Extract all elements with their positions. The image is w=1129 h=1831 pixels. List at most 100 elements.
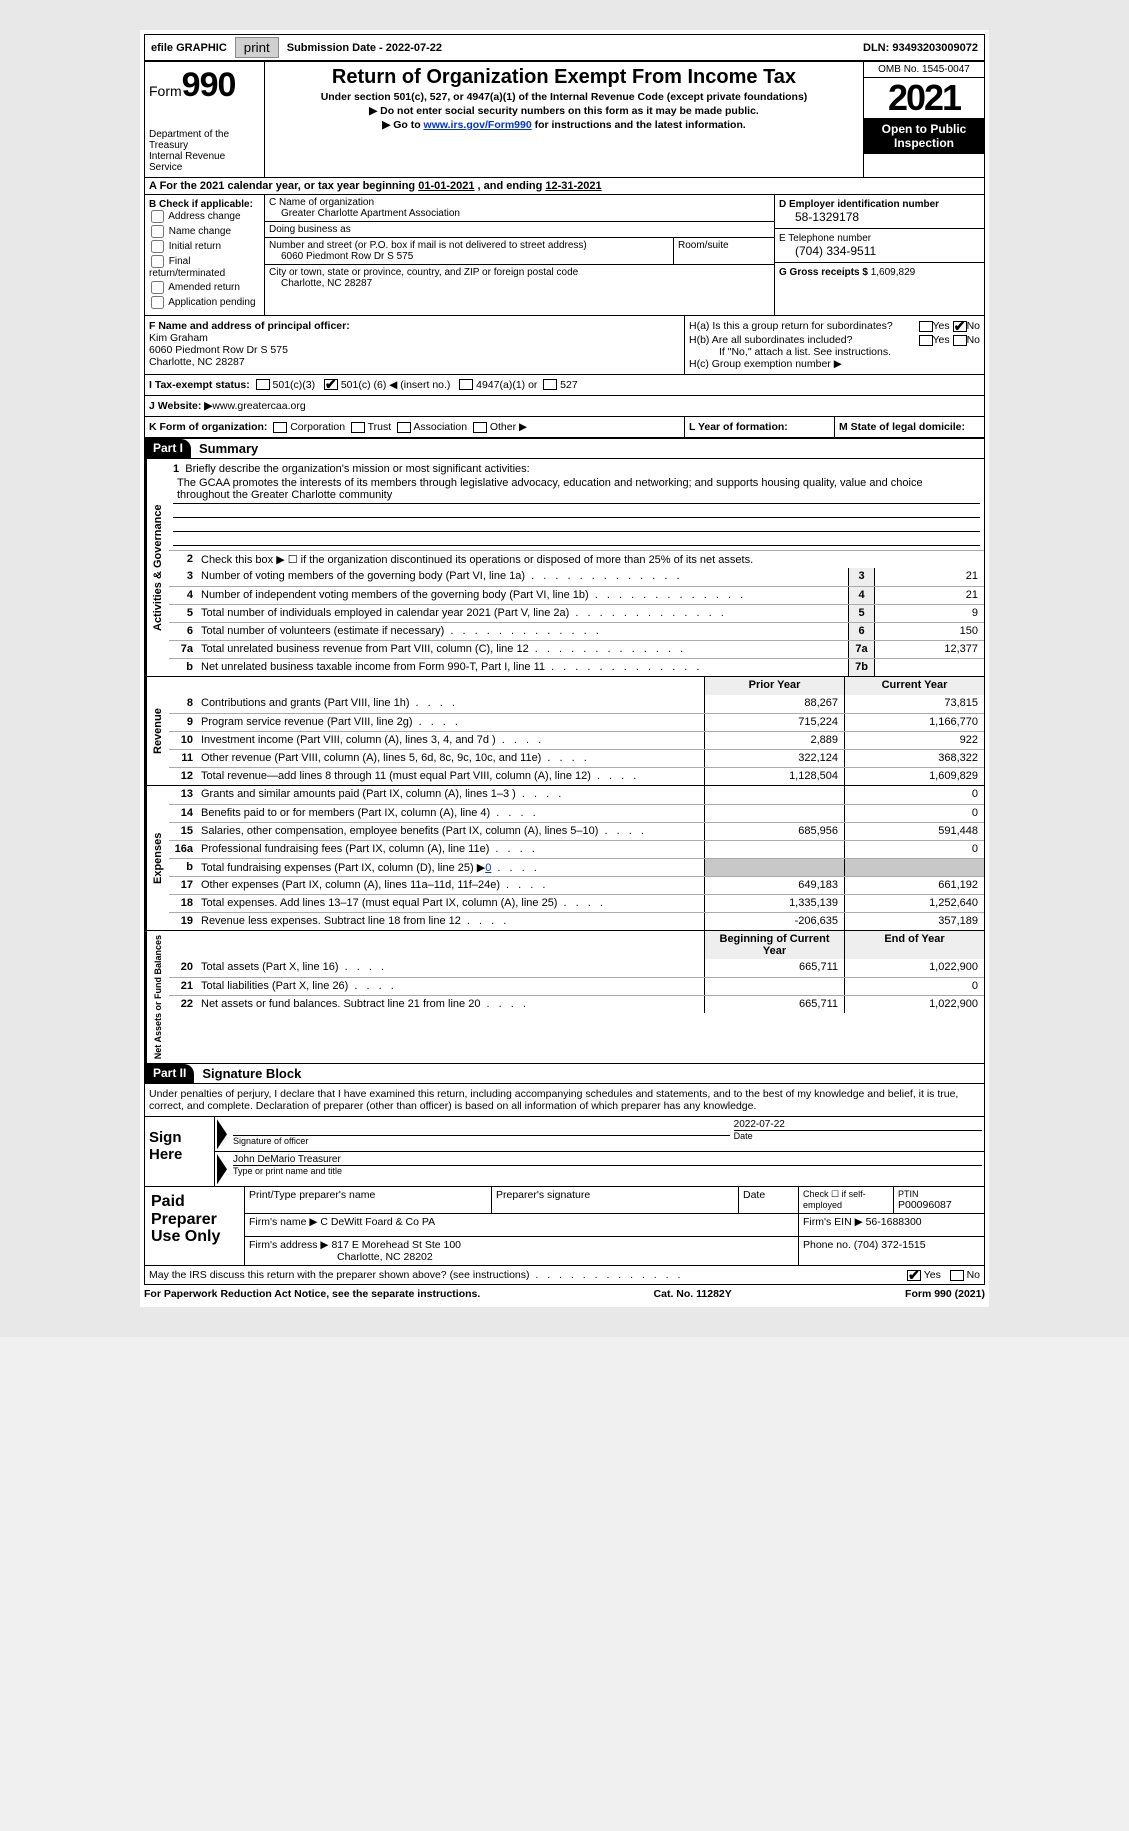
summary-line: 4 Number of independent voting members o… <box>169 586 984 604</box>
current-year: 0 <box>844 978 984 995</box>
sig-officer-cell: Signature of officer <box>231 1117 732 1151</box>
subtitle-3: ▶ Go to www.irs.gov/Form990 for instruct… <box>269 119 859 131</box>
sig-officer-label: Signature of officer <box>233 1135 730 1146</box>
firm-phone-lbl: Phone no. <box>803 1239 854 1251</box>
ln2-text: Check this box ▶ ☐ if the organization d… <box>197 551 984 568</box>
line-text: Number of voting members of the governin… <box>197 568 848 586</box>
summary-line: b Net unrelated business taxable income … <box>169 658 984 676</box>
chk-initial-return[interactable]: Initial return <box>149 240 260 253</box>
chk-501c[interactable] <box>324 379 338 390</box>
prior-year: 1,335,139 <box>704 895 844 912</box>
prior-year: 2,889 <box>704 732 844 749</box>
dln: DLN: 93493203009072 <box>863 42 984 54</box>
prior-year <box>704 805 844 822</box>
summary-line: 6 Total number of volunteers (estimate i… <box>169 622 984 640</box>
street-row: Number and street (or P.O. box if mail i… <box>265 238 774 265</box>
chk-other[interactable] <box>473 422 487 433</box>
i-label: I Tax-exempt status: <box>149 379 250 391</box>
sig-intro: Under penalties of perjury, I declare th… <box>144 1084 985 1117</box>
opt-init: Initial return <box>169 241 221 252</box>
chk-trust[interactable] <box>351 422 365 433</box>
revenue-body: Prior Year Current Year 8 Contributions … <box>169 677 984 785</box>
prep-body: Print/Type preparer's name Preparer's si… <box>245 1187 984 1265</box>
line-num: 22 <box>169 996 197 1013</box>
irs-link[interactable]: www.irs.gov/Form990 <box>424 119 532 131</box>
chk-4947[interactable] <box>459 379 473 390</box>
phone-val: (704) 334-9511 <box>779 244 980 258</box>
discuss-yes-chk[interactable] <box>907 1270 921 1281</box>
chk-501c3[interactable] <box>256 379 270 390</box>
data-line: 8 Contributions and grants (Part VIII, l… <box>169 695 984 713</box>
gross-cell: G Gross receipts $ 1,609,829 <box>775 263 984 282</box>
ha-no-chk[interactable] <box>953 321 967 332</box>
form-word: Form <box>149 83 182 99</box>
chk-corp[interactable] <box>273 422 287 433</box>
data-line: 16a Professional fundraising fees (Part … <box>169 840 984 858</box>
prep-ptin: PTIN P00096087 <box>894 1187 984 1213</box>
cal-begin: 01-01-2021 <box>418 180 474 192</box>
print-button[interactable]: print <box>235 37 279 58</box>
current-year: 1,022,900 <box>844 959 984 977</box>
phone-cell: E Telephone number (704) 334-9511 <box>775 229 984 263</box>
line-num: 13 <box>169 786 197 804</box>
line-text: Revenue less expenses. Subtract line 18 … <box>197 913 704 930</box>
current-year: 922 <box>844 732 984 749</box>
state-domicile: M State of legal domicile: <box>834 417 984 437</box>
line-val: 12,377 <box>874 641 984 658</box>
sig-name-val: John DeMario Treasurer <box>233 1154 982 1165</box>
sign-body: Signature of officer 2022-07-22 Date Joh… <box>215 1117 984 1186</box>
line-text: Contributions and grants (Part VIII, lin… <box>197 695 704 713</box>
chk-application-pending[interactable]: Application pending <box>149 296 260 309</box>
form-header: Form990 Department of the Treasury Inter… <box>144 61 985 178</box>
mission-text: The GCAA promotes the interests of its m… <box>173 475 980 504</box>
chk-name-change[interactable]: Name change <box>149 225 260 238</box>
current-year: 73,815 <box>844 695 984 713</box>
right-ids: D Employer identification number 58-1329… <box>774 195 984 315</box>
arrow-icon-2 <box>217 1154 227 1184</box>
cal-mid: , and ending <box>474 180 545 192</box>
chk-address-change[interactable]: Address change <box>149 210 260 223</box>
opt-amend: Amended return <box>168 282 240 293</box>
street-val: 6060 Piedmont Row Dr S 575 <box>269 251 669 262</box>
col-curr: Current Year <box>844 677 984 695</box>
summary-line: 7a Total unrelated business revenue from… <box>169 640 984 658</box>
line-num: 6 <box>169 623 197 640</box>
cal-end: 12-31-2021 <box>545 180 601 192</box>
line-num: 15 <box>169 823 197 840</box>
chk-final-return[interactable]: Final return/terminated <box>149 255 260 279</box>
dln-val: 93493203009072 <box>892 42 978 54</box>
part2-title: Signature Block <box>194 1064 309 1083</box>
prep-row-2: Firm's name ▶ C DeWitt Foard & Co PA Fir… <box>245 1214 984 1237</box>
line-text: Number of independent voting members of … <box>197 587 848 604</box>
line-num: 18 <box>169 895 197 912</box>
discuss-no-chk[interactable] <box>950 1270 964 1281</box>
data-line: b Total fundraising expenses (Part IX, c… <box>169 858 984 876</box>
rev-htext <box>197 677 704 695</box>
officer-addr2: Charlotte, NC 28287 <box>149 356 245 368</box>
c-post: ) ◀ (insert no.) <box>383 379 451 391</box>
chk-527[interactable] <box>543 379 557 390</box>
submission-date-label: Submission Date - 2022-07-22 <box>281 40 448 56</box>
sect-netassets: Net Assets or Fund Balances Beginning of… <box>144 931 985 1064</box>
line-val: 9 <box>874 605 984 622</box>
ein-label: D Employer identification number <box>779 199 980 210</box>
discuss-q: May the IRS discuss this return with the… <box>149 1269 683 1281</box>
hb-yes-chk[interactable] <box>919 335 933 346</box>
prior-year <box>704 841 844 858</box>
sidebar-revenue: Revenue <box>145 677 169 785</box>
form-number: Form990 <box>149 66 260 105</box>
subdate-lbl: Submission Date - <box>287 42 386 54</box>
opt-corp: Corporation <box>290 421 345 433</box>
lbl-501c3: 501(c)(3) <box>273 379 316 391</box>
line-text: Total fundraising expenses (Part IX, col… <box>197 859 704 876</box>
city-label: City or town, state or province, country… <box>269 267 770 278</box>
line-text: Net assets or fund balances. Subtract li… <box>197 996 704 1013</box>
inline-link[interactable]: 0 <box>485 862 491 874</box>
chk-amended-return[interactable]: Amended return <box>149 281 260 294</box>
sect-revenue: Revenue Prior Year Current Year 8 Contri… <box>144 677 985 786</box>
hb-no-chk[interactable] <box>953 335 967 346</box>
col-boy: Beginning of Current Year <box>704 931 844 959</box>
opt-name: Name change <box>169 226 231 237</box>
chk-assoc[interactable] <box>397 422 411 433</box>
ha-yes-chk[interactable] <box>919 321 933 332</box>
